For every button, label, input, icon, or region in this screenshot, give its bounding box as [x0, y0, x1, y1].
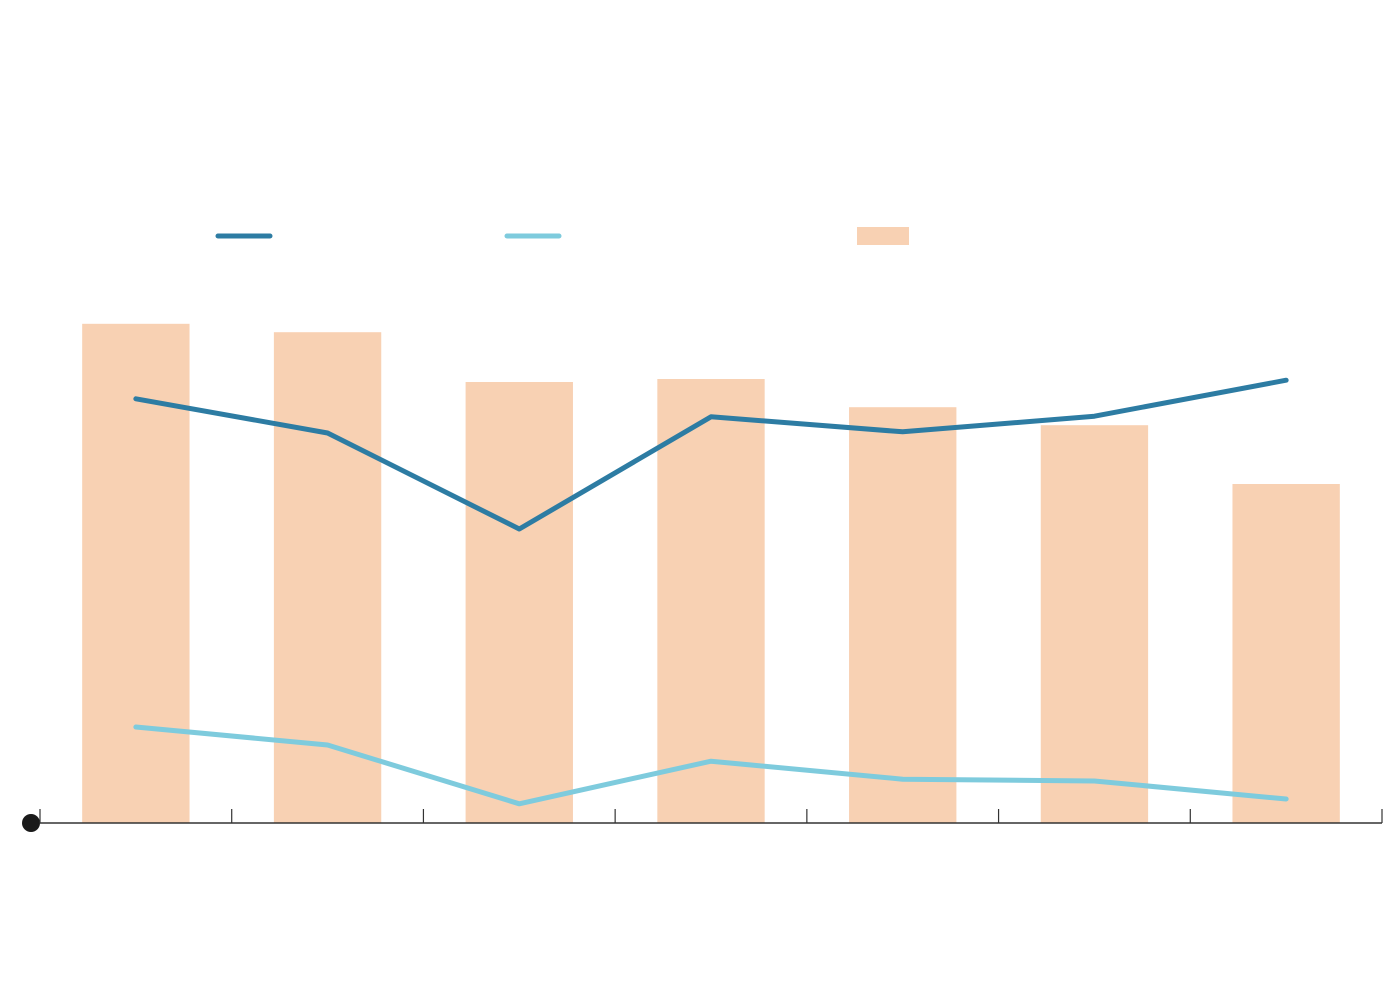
bar: [1040, 425, 1149, 823]
bar: [273, 332, 382, 823]
line: [133, 724, 1289, 807]
bar: [849, 407, 957, 823]
axis-origin-dot: [22, 814, 40, 832]
bars: [82, 323, 1340, 823]
legend-swatch: [857, 227, 909, 245]
bar: [1232, 484, 1340, 823]
legend: [215, 227, 909, 245]
bar: [465, 382, 573, 823]
line: [133, 377, 1289, 532]
lines: [133, 377, 1289, 807]
bar: [657, 379, 765, 823]
x-axis: [22, 809, 1383, 832]
